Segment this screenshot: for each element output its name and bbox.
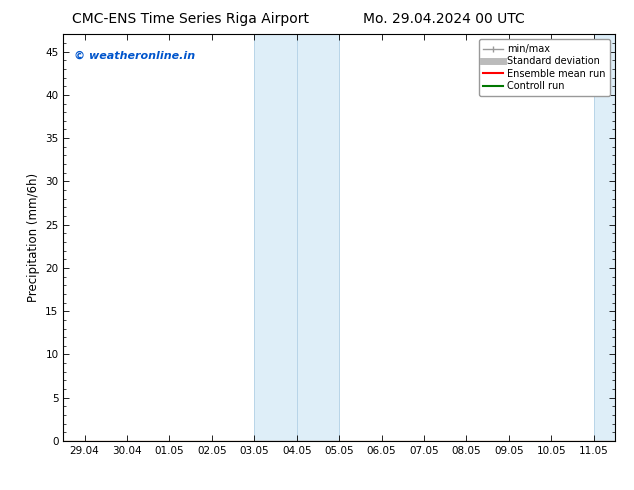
Bar [297,34,339,441]
Legend: min/max, Standard deviation, Ensemble mean run, Controll run: min/max, Standard deviation, Ensemble me… [479,39,610,96]
Y-axis label: Precipitation (mm/6h): Precipitation (mm/6h) [27,173,40,302]
Bar [594,34,615,441]
Text: Mo. 29.04.2024 00 UTC: Mo. 29.04.2024 00 UTC [363,12,525,26]
Bar [254,34,297,441]
Text: CMC-ENS Time Series Riga Airport: CMC-ENS Time Series Riga Airport [72,12,309,26]
Text: © weatheronline.in: © weatheronline.in [74,50,195,61]
